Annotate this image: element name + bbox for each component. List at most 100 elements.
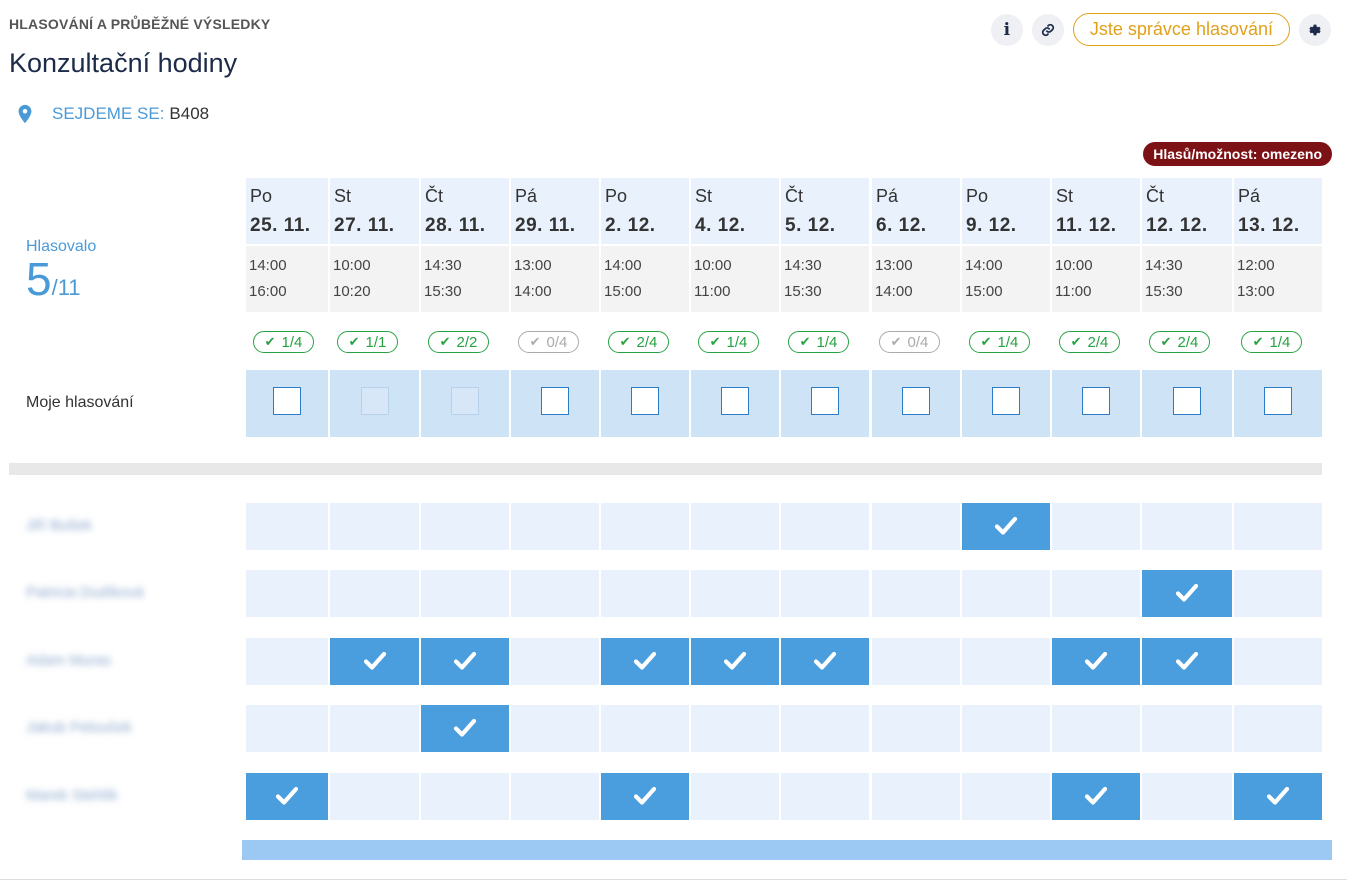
vote-cell <box>872 503 960 550</box>
option-time-from: 12:00 <box>1237 257 1275 274</box>
option-date: 9. 12. <box>966 215 1017 236</box>
vote-cell <box>781 773 869 820</box>
option-date: 6. 12. <box>876 215 927 236</box>
option-day-header: St 11. 12. <box>1052 178 1140 244</box>
settings-button[interactable] <box>1299 13 1331 46</box>
admin-button[interactable]: Jste správce hlasování <box>1072 13 1290 46</box>
participant-name: Adam Muras <box>26 652 112 669</box>
vote-count-text: 1/4 <box>1269 333 1291 351</box>
vote-count-text: 2/4 <box>1087 333 1109 351</box>
table-row: Patricia Dudíková <box>0 570 1347 617</box>
vote-count-text: 2/4 <box>636 333 658 351</box>
vote-cell <box>421 503 509 550</box>
vote-checkbox[interactable] <box>721 387 749 415</box>
vote-checkbox[interactable] <box>811 387 839 415</box>
vote-count-text: 1/4 <box>997 333 1019 351</box>
option-weekday: Po <box>250 186 273 206</box>
option-day-header: St 27. 11. <box>330 178 419 244</box>
limit-badge: Hlasů/možnost: omezeno <box>1143 142 1332 166</box>
option-date: 4. 12. <box>695 215 746 236</box>
vote-count-badge: ✔ 0/4 <box>518 331 579 353</box>
vote-checkbox[interactable] <box>992 387 1020 415</box>
option-column: St 4. 12. 10:00 11:00 ✔ 1/4 <box>691 178 779 437</box>
check-icon <box>994 516 1018 535</box>
option-day-header: St 4. 12. <box>691 178 779 244</box>
vote-cell <box>1234 570 1322 617</box>
vote-count-text: 2/2 <box>456 333 478 351</box>
vote-cell <box>1234 503 1322 550</box>
option-weekday: St <box>695 186 713 206</box>
page-title: Konzultační hodiny <box>9 48 238 78</box>
vote-count-text: 1/4 <box>816 333 838 351</box>
option-time-to: 14:00 <box>514 283 552 300</box>
vote-checkbox[interactable] <box>1173 387 1201 415</box>
option-weekday: Pá <box>515 186 538 206</box>
participant-name: Marek Stehlík <box>26 787 118 804</box>
option-time-from: 13:00 <box>875 257 913 274</box>
vote-cell <box>421 638 509 685</box>
page-kicker: HLASOVÁNÍ A PRŮBĚŽNÉ VÝSLEDKY <box>9 16 271 32</box>
vote-cell <box>601 638 689 685</box>
check-icon: ✔ <box>709 334 721 349</box>
option-time-from: 14:30 <box>784 257 822 274</box>
option-day-header: Čt 12. 12. <box>1142 178 1232 244</box>
option-date: 2. 12. <box>605 215 656 236</box>
vote-cell <box>1142 503 1232 550</box>
table-row: Jakub Pelouček <box>0 705 1347 752</box>
vote-checkbox[interactable] <box>273 387 301 415</box>
option-time-to: 15:30 <box>784 283 822 300</box>
vote-count-badge: ✔ 1/4 <box>788 331 849 353</box>
location: SEJDEME SE: B408 <box>14 103 209 125</box>
vote-cell <box>781 705 869 752</box>
info-button[interactable]: i <box>990 13 1023 46</box>
vote-checkbox[interactable] <box>1082 387 1110 415</box>
vote-checkbox[interactable] <box>1264 387 1292 415</box>
vote-checkbox[interactable] <box>631 387 659 415</box>
vote-cell <box>962 503 1050 550</box>
check-icon <box>723 651 747 670</box>
option-column: Pá 13. 12. 12:00 13:00 ✔ 1/4 <box>1234 178 1322 437</box>
my-vote-cell <box>1234 370 1322 437</box>
vote-cell <box>1052 570 1140 617</box>
check-icon: ✔ <box>264 334 276 349</box>
option-column: St 27. 11. 10:00 10:20 ✔ 1/1 <box>330 178 419 437</box>
vote-cell <box>246 705 328 752</box>
option-times: 10:00 11:00 <box>691 246 779 312</box>
vote-cell <box>1234 705 1322 752</box>
option-weekday: Čt <box>425 186 443 206</box>
option-column: St 11. 12. 10:00 11:00 ✔ 2/4 <box>1052 178 1140 437</box>
my-vote-cell <box>781 370 869 437</box>
option-times: 12:00 13:00 <box>1234 246 1322 312</box>
vote-cell <box>962 773 1050 820</box>
vote-cell <box>781 638 869 685</box>
vote-cell <box>246 570 328 617</box>
participant-name: Jiří Bušek <box>26 517 92 534</box>
vote-checkbox[interactable] <box>902 387 930 415</box>
option-time-from: 13:00 <box>514 257 552 274</box>
option-times: 10:00 11:00 <box>1052 246 1140 312</box>
gear-icon <box>1309 24 1321 35</box>
check-icon: ✔ <box>799 334 811 349</box>
option-weekday: Pá <box>1238 186 1261 206</box>
check-icon: ✔ <box>529 334 541 349</box>
vote-cell <box>1142 705 1232 752</box>
option-column: Čt 12. 12. 14:30 15:30 ✔ 2/4 <box>1142 178 1232 437</box>
option-time-to: 14:00 <box>875 283 913 300</box>
option-times: 13:00 14:00 <box>511 246 599 312</box>
vote-checkbox[interactable] <box>541 387 569 415</box>
vote-cell <box>691 570 779 617</box>
my-votes-label: Moje hlasování <box>26 394 134 411</box>
check-icon: ✔ <box>439 334 451 349</box>
option-time-to: 10:20 <box>333 283 371 300</box>
check-icon <box>1084 651 1108 670</box>
link-button[interactable] <box>1031 13 1064 46</box>
check-icon <box>1266 786 1290 805</box>
check-icon: ✔ <box>980 334 992 349</box>
scrollbar[interactable] <box>242 840 1332 860</box>
option-time-to: 11:00 <box>694 283 731 300</box>
check-icon <box>363 651 387 670</box>
my-vote-cell <box>872 370 960 437</box>
vote-cell <box>511 503 599 550</box>
my-vote-cell <box>691 370 779 437</box>
vote-cell <box>601 570 689 617</box>
